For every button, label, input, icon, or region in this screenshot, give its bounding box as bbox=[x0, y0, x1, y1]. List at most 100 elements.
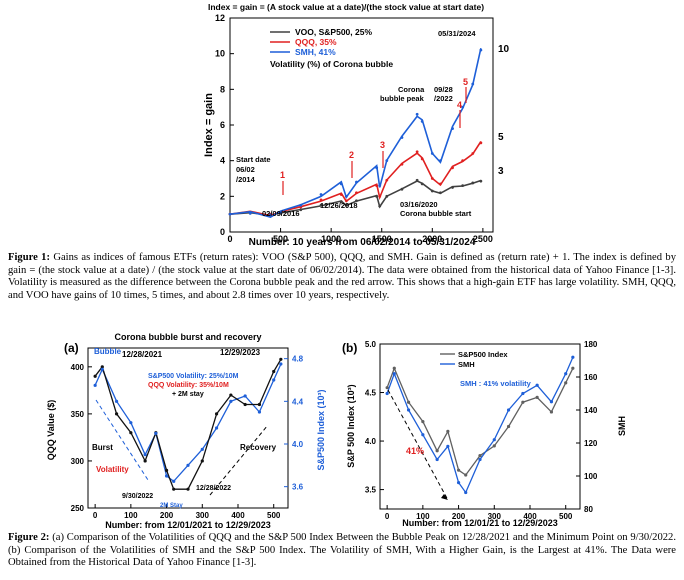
f2a-y2tick-label-2: 4.4 bbox=[292, 397, 304, 406]
f1-point-2-3 bbox=[279, 210, 282, 214]
f1-point-0-6 bbox=[339, 200, 343, 204]
f2b-point-sp-12 bbox=[535, 395, 539, 399]
f2a-point-qqq-3 bbox=[129, 431, 133, 435]
marker-4: 4 bbox=[457, 100, 462, 110]
fig2a-burst: Burst bbox=[92, 443, 113, 452]
f2b-point-smh-14 bbox=[564, 372, 568, 376]
f2a-xtick-label-2: 200 bbox=[160, 511, 174, 520]
f1-point-0-11 bbox=[385, 194, 389, 198]
legend-note: Volatility (%) of Corona bubble bbox=[270, 59, 393, 69]
f2b-point-sp-10 bbox=[506, 424, 511, 429]
date-3b: Corona bubble start bbox=[400, 209, 472, 218]
fig2a-legend-2: QQQ Volatility: 35%/10M bbox=[148, 382, 229, 389]
f1-point-2-12 bbox=[400, 136, 404, 139]
fig2b-ylabel-right: SMH bbox=[617, 416, 627, 436]
f2b-xtick-label-1: 100 bbox=[416, 512, 430, 521]
f2b-ytick-label-1: 4.0 bbox=[365, 437, 377, 446]
figure1-legend: VOO, S&P500, 25% QQQ, 35% SMH, 41% Volat… bbox=[270, 27, 393, 69]
f2b-point-smh-15 bbox=[571, 355, 575, 359]
f2b-ytick-label-3: 5.0 bbox=[365, 340, 377, 349]
f2b-y2tick-label-5: 180 bbox=[584, 340, 598, 349]
f2b-point-sp-11 bbox=[521, 400, 525, 404]
f1-point-2-0 bbox=[228, 212, 232, 216]
f2a-point-qqq-13 bbox=[257, 402, 262, 407]
f2b-point-smh-6 bbox=[456, 481, 461, 485]
caption1-text: Gains as indices of famous ETFs (return … bbox=[8, 252, 676, 301]
f2a-point-qqq-10 bbox=[214, 412, 219, 416]
f2b-xtick-label-2: 200 bbox=[452, 512, 466, 521]
f1-point-1-7 bbox=[344, 199, 348, 203]
right-label-3: 3 bbox=[498, 166, 504, 177]
figure2-caption: Figure 2: (a) Comparison of the Volatili… bbox=[8, 532, 676, 570]
fig2a-plot-area bbox=[87, 347, 289, 509]
f1-xtick-label-5: 2500 bbox=[473, 234, 493, 244]
fig2a-stay: 2M Stay bbox=[160, 503, 183, 509]
fig2b-plot-area bbox=[379, 343, 581, 510]
figure1-y-ticks: 0 2 4 6 8 10 12 bbox=[215, 13, 234, 237]
f2a-xtick-label-4: 400 bbox=[231, 511, 245, 520]
f2a-point-qqq-4 bbox=[143, 459, 147, 463]
f1-series-2 bbox=[229, 48, 482, 219]
f1-point-0-9 bbox=[375, 194, 379, 198]
f1-point-0-20 bbox=[479, 179, 483, 183]
fig2b-ylabel-left: S&P 500 Index (10³) bbox=[346, 384, 356, 467]
fig2b-pct: 41% bbox=[406, 446, 424, 456]
f2b-point-sp-2 bbox=[406, 400, 411, 404]
f2b-y2tick-label-1: 100 bbox=[584, 472, 598, 481]
f2a-point-qqq-9 bbox=[200, 459, 204, 463]
f2a-y2tick-label-3: 4.8 bbox=[292, 355, 304, 364]
marker-5: 5 bbox=[463, 77, 468, 87]
f1-xtick-label-3: 1500 bbox=[372, 234, 392, 244]
f2b-point-smh-5 bbox=[446, 444, 450, 448]
f1-point-1-6 bbox=[339, 193, 343, 196]
f2a-point-sp-6 bbox=[164, 474, 169, 478]
f2b-series-sp500 bbox=[386, 366, 574, 476]
f2a-point-sp-13 bbox=[257, 410, 262, 414]
f1-point-2-18 bbox=[461, 105, 465, 109]
f2a-point-qqq-12 bbox=[243, 402, 247, 407]
figure1-plot-area bbox=[229, 17, 494, 233]
f2a-xtick-label-1: 100 bbox=[124, 511, 138, 520]
f2a-point-sp-4 bbox=[143, 453, 147, 457]
f1-xtick-label-1: 500 bbox=[273, 234, 288, 244]
f2a-point-qqq-8 bbox=[186, 487, 190, 491]
f2a-ytick-label-2: 350 bbox=[71, 410, 85, 419]
fig2a-bubble: Bubble bbox=[94, 347, 122, 356]
f1-ytick-label-5: 10 bbox=[215, 49, 225, 59]
f1-point-2-6 bbox=[339, 182, 343, 186]
f2b-point-sp-0 bbox=[385, 386, 389, 390]
f2b-point-sp-7 bbox=[464, 473, 468, 477]
fig2b-note: SMH : 41% volatility bbox=[460, 379, 532, 388]
f2a-point-sp-12 bbox=[243, 394, 247, 398]
f1-ytick-label-4: 8 bbox=[220, 84, 225, 94]
f2b-drop-arrow bbox=[441, 494, 448, 500]
f2a-point-sp-2 bbox=[114, 399, 119, 403]
fig2a-low1: 9/30/2022 bbox=[122, 493, 153, 500]
f2b-point-smh-8 bbox=[478, 457, 482, 462]
legend-qqq: QQQ, 35% bbox=[295, 37, 337, 47]
f1-point-1-14 bbox=[420, 157, 424, 161]
fig2a-title: Corona bubble burst and recovery bbox=[114, 332, 261, 342]
f1-xtick-label-2: 1000 bbox=[321, 234, 341, 244]
f1-point-1-12 bbox=[400, 162, 404, 166]
fig2a-annotations: Bubble 12/28/2021 12/29/2023 S&P500 Vola… bbox=[92, 347, 277, 509]
f1-point-2-10 bbox=[378, 184, 382, 188]
right-label-5: 5 bbox=[498, 132, 504, 143]
f2a-point-sp-9 bbox=[200, 447, 204, 451]
f2a-y2tick-label-0: 3.6 bbox=[292, 483, 304, 492]
f1-point-1-9 bbox=[375, 184, 379, 188]
f2b-y2tick-label-3: 140 bbox=[584, 406, 598, 415]
marker-1: 1 bbox=[280, 170, 285, 180]
fig2b-legend-1: S&P500 Index bbox=[458, 350, 508, 359]
caption2-prefix: Figure 2: bbox=[8, 532, 50, 543]
f1-point-2-1 bbox=[248, 211, 252, 215]
f1-point-0-19 bbox=[471, 181, 475, 185]
f2b-point-sp-5 bbox=[446, 429, 450, 433]
f2a-point-sp-14 bbox=[272, 378, 276, 382]
f2a-ytick-label-0: 250 bbox=[71, 504, 85, 513]
caption2-text: (a) Comparison of the Volatilities of QQ… bbox=[8, 532, 676, 569]
f2a-xtick-label-3: 300 bbox=[196, 511, 210, 520]
f1-point-2-13 bbox=[415, 112, 419, 116]
f2a-point-sp-8 bbox=[186, 463, 190, 467]
